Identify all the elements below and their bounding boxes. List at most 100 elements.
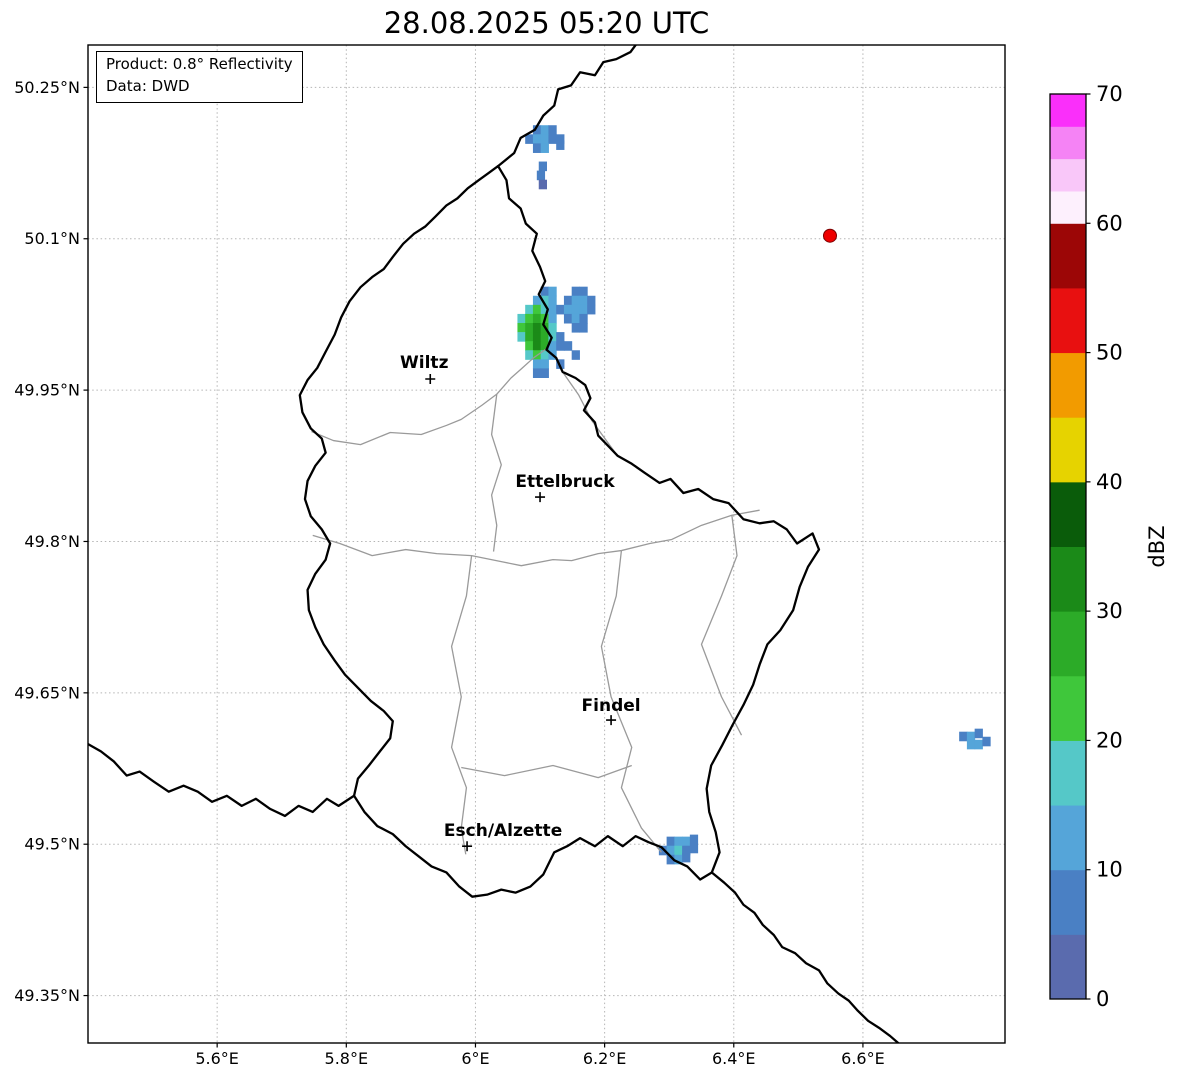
colorbar-tick-label: 70: [1096, 82, 1123, 106]
radar-cell: [563, 313, 573, 324]
city-label: Wiltz: [400, 353, 449, 373]
colorbar-tick-label: 40: [1096, 470, 1123, 494]
colorbar-tick-label: 50: [1096, 341, 1123, 365]
radar-cell: [540, 359, 549, 369]
country-border: [710, 871, 900, 1043]
radar-cell: [548, 323, 557, 333]
radar-cell: [540, 341, 549, 351]
plot-title: 28.08.2025 05:20 UTC: [383, 6, 710, 40]
colorbar-segment: [1050, 675, 1086, 741]
radar-cell: [525, 304, 534, 315]
radar-cell: [532, 304, 542, 315]
colorbar: 0 10 20 30 40 50 60 70 dBZ: [1049, 82, 1169, 1011]
radar-cell: [959, 731, 968, 742]
radar-cell: [666, 836, 675, 847]
colorbar-segment: [1050, 481, 1086, 547]
radar-cell: [548, 332, 557, 342]
colorbar-segment: [1050, 126, 1086, 160]
radar-cell: [689, 843, 699, 854]
district-border: [450, 555, 473, 855]
radar-cell: [666, 845, 675, 856]
radar-cell: [579, 304, 588, 315]
radar-cell: [563, 341, 573, 351]
country-border: [496, 45, 638, 168]
colorbar-segment: [1050, 94, 1086, 127]
colorbar-segment: [1050, 190, 1086, 224]
radar-cell: [966, 739, 976, 750]
radar-cell: [540, 143, 549, 153]
radar-cell: [579, 295, 588, 306]
radar-cell: [682, 836, 691, 847]
radar-cell: [556, 140, 565, 150]
colorbar-tick-label: 60: [1096, 211, 1123, 235]
country-borders: [88, 45, 900, 1043]
radar-cell: [571, 286, 580, 297]
city-marker-icon: [425, 374, 436, 385]
radar-cell: [532, 313, 542, 324]
radar-cell: [579, 286, 588, 297]
city-label: Ettelbruck: [515, 472, 615, 492]
radar-cell: [532, 143, 542, 153]
y-tick-label: 49.65°N: [14, 683, 80, 702]
colorbar-segment: [1050, 417, 1086, 483]
district-border: [312, 509, 760, 567]
radar-cell: [674, 836, 683, 847]
radar-site-marker: [822, 228, 837, 243]
colorbar-segment: [1050, 740, 1086, 806]
radar-cell: [548, 313, 557, 324]
x-tick-label: 6.6°E: [841, 1049, 885, 1068]
radar-cell: [517, 313, 526, 324]
radar-echoes: [517, 125, 991, 865]
y-tick-label: 50.1°N: [24, 229, 80, 248]
radar-cell: [548, 286, 557, 297]
gridlines: [88, 45, 1005, 1043]
district-border: [490, 394, 502, 552]
radar-cell: [689, 834, 699, 845]
radar-cell: [532, 323, 542, 333]
district-border: [700, 515, 743, 736]
plot-frame: [87, 44, 1006, 1044]
radar-cell: [517, 332, 526, 342]
x-tick-label: 6°E: [461, 1049, 489, 1068]
radar-cell: [525, 134, 534, 144]
radar-cell: [556, 134, 565, 144]
city-label: Findel: [582, 696, 641, 716]
radar-cell: [682, 845, 691, 856]
y-tick-label: 50.25°N: [14, 78, 80, 97]
radar-cell: [540, 304, 549, 315]
radar-cell: [571, 323, 580, 333]
city-marker-icon: [606, 715, 617, 726]
colorbar-tick-label: 0: [1096, 987, 1109, 1011]
city-marker-icon: [535, 492, 546, 503]
district-border: [600, 550, 662, 853]
radar-cell: [579, 313, 588, 324]
radar-cell: [540, 134, 549, 144]
radar-cell: [532, 332, 542, 342]
radar-cell: [587, 295, 596, 306]
radar-cell: [556, 332, 565, 342]
colorbar-frame: [1049, 93, 1087, 1000]
radar-cell: [571, 304, 580, 315]
city-label: Esch/Alzette: [444, 821, 562, 841]
colorbar-tick-label: 20: [1096, 728, 1123, 752]
radar-cell: [579, 323, 588, 333]
radar-cell: [540, 350, 549, 360]
radar-cell: [974, 739, 983, 750]
radar-cell: [540, 286, 549, 297]
x-tick-label: 6.2°E: [583, 1049, 627, 1068]
district-border: [311, 348, 547, 446]
radar-cell: [540, 295, 549, 306]
radar-cell: [538, 161, 547, 172]
radar-cell: [548, 295, 557, 306]
colorbar-segment: [1050, 546, 1086, 612]
radar-cell: [571, 313, 580, 324]
x-tick-label: 6.4°E: [712, 1049, 756, 1068]
colorbar-segment: [1050, 287, 1086, 354]
radar-cell: [571, 295, 580, 306]
y-tick-label: 49.35°N: [14, 986, 80, 1005]
radar-cell: [966, 731, 976, 742]
colorbar-segment: [1050, 223, 1086, 289]
radar-cell: [563, 295, 573, 306]
radar-cell: [525, 323, 534, 333]
